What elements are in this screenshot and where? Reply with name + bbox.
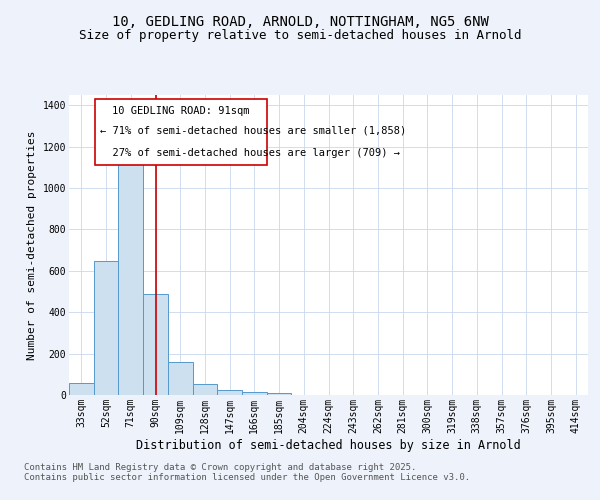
Text: Contains HM Land Registry data © Crown copyright and database right 2025.
Contai: Contains HM Land Registry data © Crown c…: [24, 462, 470, 482]
Bar: [193, 384, 217, 395]
Bar: [69, 382, 94, 395]
Bar: [94, 260, 118, 395]
Text: 27% of semi-detached houses are larger (709) →: 27% of semi-detached houses are larger (…: [100, 148, 400, 158]
Text: 10 GEDLING ROAD: 91sqm: 10 GEDLING ROAD: 91sqm: [112, 106, 250, 117]
FancyBboxPatch shape: [95, 99, 267, 166]
Bar: [143, 294, 168, 395]
Bar: [242, 392, 267, 395]
Text: Size of property relative to semi-detached houses in Arnold: Size of property relative to semi-detach…: [79, 28, 521, 42]
Bar: [118, 151, 143, 395]
Text: 10, GEDLING ROAD, ARNOLD, NOTTINGHAM, NG5 6NW: 10, GEDLING ROAD, ARNOLD, NOTTINGHAM, NG…: [112, 16, 488, 30]
Text: ← 71% of semi-detached houses are smaller (1,858): ← 71% of semi-detached houses are smalle…: [100, 126, 406, 136]
Y-axis label: Number of semi-detached properties: Number of semi-detached properties: [27, 130, 37, 360]
Bar: [267, 393, 292, 395]
Bar: [168, 362, 193, 395]
Bar: [217, 390, 242, 395]
X-axis label: Distribution of semi-detached houses by size in Arnold: Distribution of semi-detached houses by …: [136, 438, 521, 452]
